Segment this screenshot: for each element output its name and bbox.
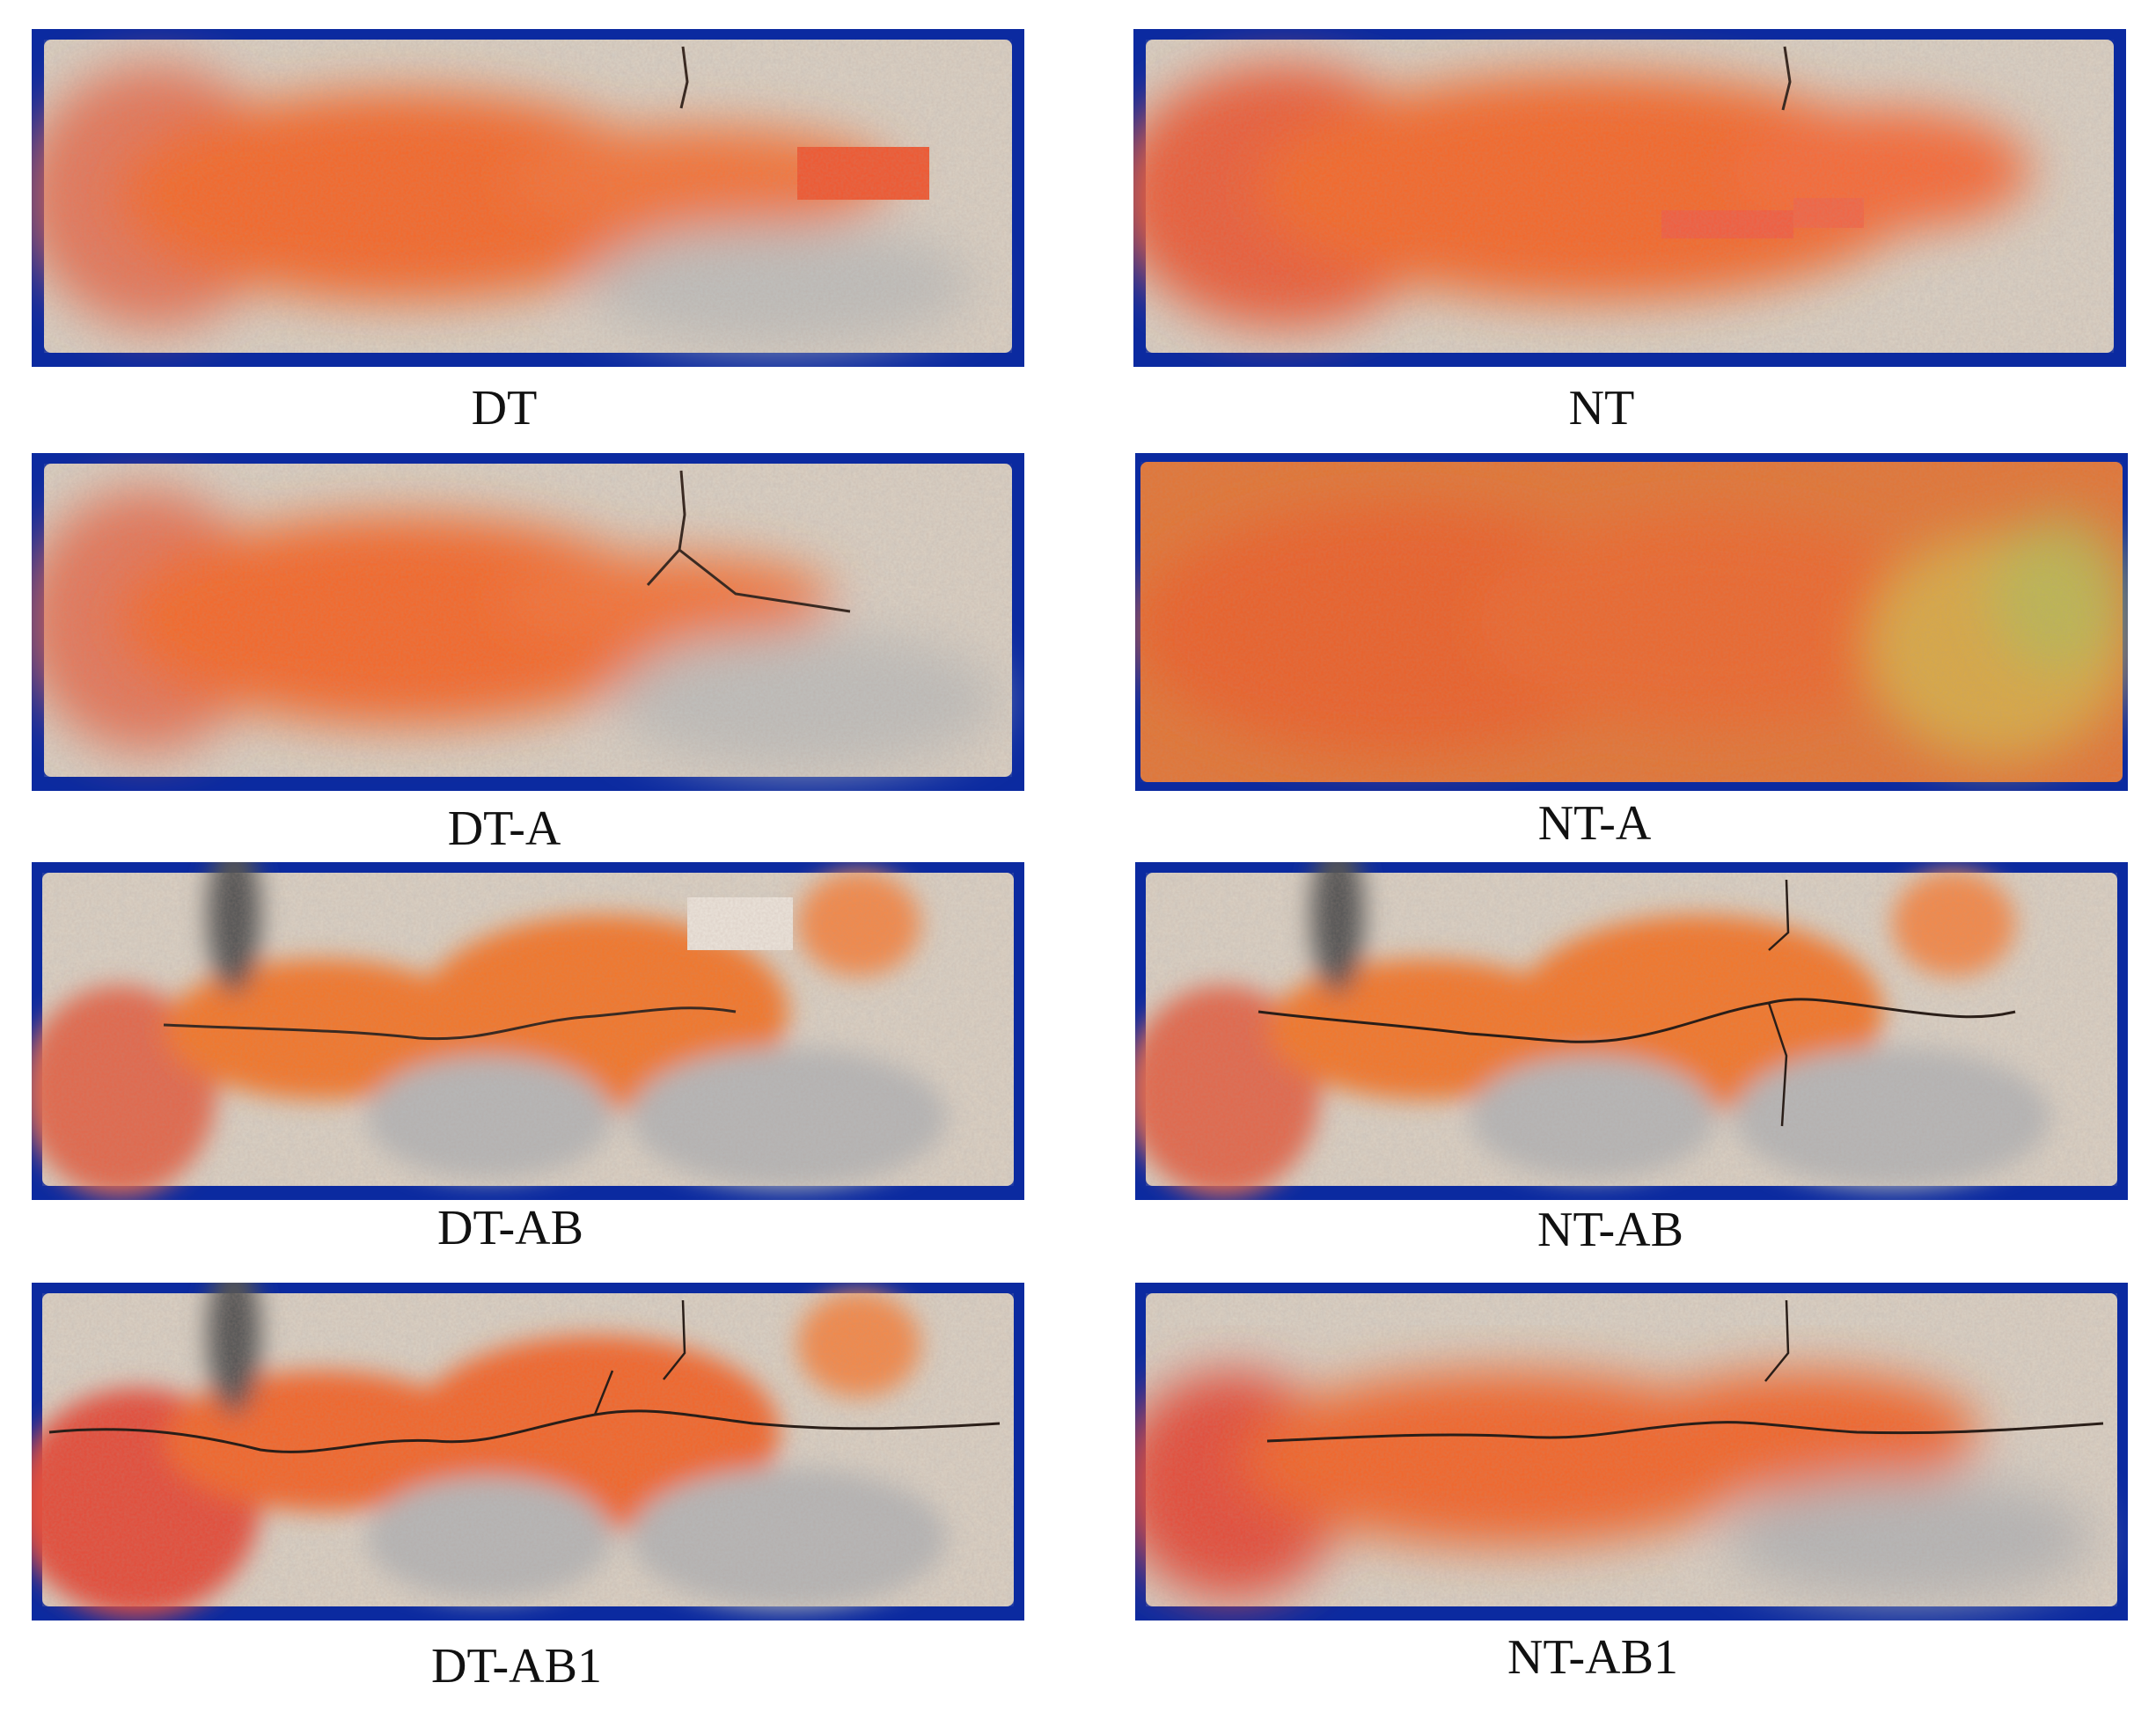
panel-label-nt-ab: NT-AB [1537,1203,1683,1257]
panel-label-dt: DT [471,381,538,435]
panel-label-dt-a: DT-A [447,801,561,856]
specimen-photo-nt-ab [1135,862,2128,1200]
specimen-photo-dt-ab [32,862,1024,1200]
specimen-photo-nt [1133,29,2126,367]
specimen-photo-dt-a [32,453,1024,791]
panel-label-nt-ab1: NT-AB1 [1507,1630,1678,1685]
specimen-photo-dt-ab1 [32,1283,1024,1621]
panel-label-nt: NT [1568,381,1635,435]
panel-label-nt-a: NT-A [1537,796,1652,851]
panel-label-dt-ab1: DT-AB1 [431,1639,602,1694]
specimen-photo-dt [32,29,1024,367]
panel-label-dt-ab: DT-AB [437,1201,583,1255]
specimen-photo-nt-a [1135,453,2128,791]
specimen-photo-nt-ab1 [1135,1283,2128,1621]
